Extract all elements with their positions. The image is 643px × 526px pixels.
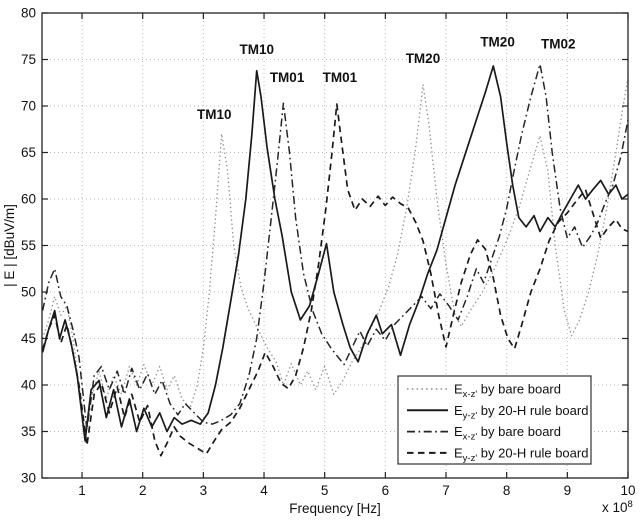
annotation-tm20: TM20 bbox=[406, 51, 441, 66]
legend-box bbox=[397, 375, 592, 465]
y-tick-label: 55 bbox=[21, 238, 36, 253]
legend-label-ex-z2-bare: Ex-z' by bare board bbox=[454, 424, 561, 443]
y-tick-label: 35 bbox=[21, 424, 36, 439]
x-tick-label: 2 bbox=[139, 483, 147, 498]
legend-label-ey-z-20h: Ey-z' by 20-H rule board bbox=[454, 403, 588, 422]
mode-annotations: TM10 TM10 TM01 TM01 TM20 TM20 TM02 bbox=[197, 34, 575, 122]
x-tick-label: 3 bbox=[200, 483, 208, 498]
y-tick-label: 30 bbox=[21, 471, 36, 486]
x-tick-label: 5 bbox=[321, 483, 329, 498]
y-tick-label: 75 bbox=[21, 52, 36, 67]
legend-label-ey-z2-20h: Ey-z' by 20-H rule board bbox=[454, 445, 588, 464]
x-tick-label: 7 bbox=[442, 483, 450, 498]
x-tick-label: 8 bbox=[503, 483, 511, 498]
x-tick-label: 4 bbox=[260, 483, 268, 498]
legend-label-ex-z-bare: Ex-z' by bare board bbox=[454, 382, 561, 401]
annotation-tm20: TM20 bbox=[480, 34, 515, 49]
annotation-tm10: TM10 bbox=[239, 42, 274, 57]
series-line-ex-z2-bare bbox=[41, 63, 629, 431]
y-axis-label: | E | [dBuV/m] bbox=[2, 204, 17, 287]
y-tick-label: 70 bbox=[21, 99, 36, 114]
x-scale-multiplier: x 108 bbox=[602, 499, 633, 515]
y-tick-label: 45 bbox=[21, 331, 36, 346]
y-tick-label: 40 bbox=[21, 378, 36, 393]
series-line-ey-z2-20h bbox=[41, 103, 629, 457]
x-tick-label: 10 bbox=[620, 483, 635, 498]
x-axis-label: Frequency [Hz] bbox=[289, 501, 381, 516]
y-tick-label: 50 bbox=[21, 285, 36, 300]
x-tick-label: 6 bbox=[382, 483, 390, 498]
y-tick-label: 80 bbox=[21, 6, 36, 21]
x-tick-label: 1 bbox=[78, 483, 86, 498]
y-tick-label: 60 bbox=[21, 192, 36, 207]
annotation-tm01: TM01 bbox=[323, 70, 358, 85]
annotation-tm01: TM01 bbox=[270, 70, 305, 85]
y-tick-label: 65 bbox=[21, 145, 36, 160]
annotation-tm02: TM02 bbox=[541, 36, 576, 51]
legend: Ex-z' by bare board Ey-z' by 20-H rule bo… bbox=[397, 375, 592, 465]
x-tick-label: 9 bbox=[564, 483, 572, 498]
annotation-tm10: TM10 bbox=[197, 107, 232, 122]
